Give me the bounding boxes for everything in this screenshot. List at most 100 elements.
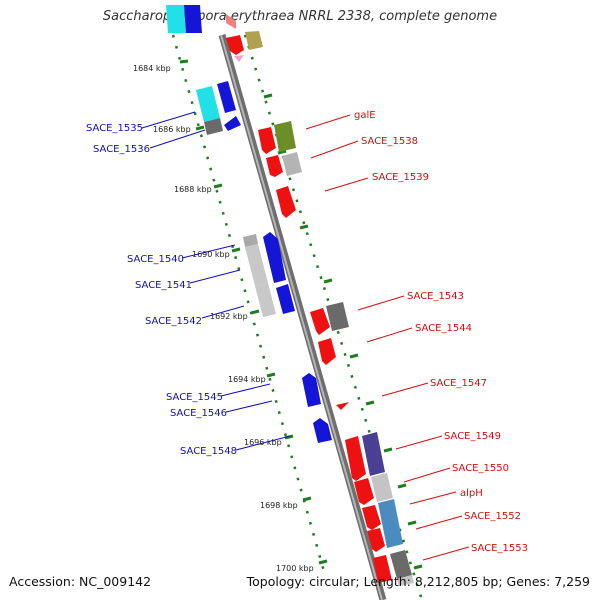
reverse-label-leaders — [141, 111, 291, 451]
gene-glyph — [276, 186, 296, 218]
gene-glyph — [255, 283, 276, 317]
ruler-tick — [349, 353, 359, 359]
leader-line — [305, 114, 351, 130]
leader-line — [181, 244, 236, 259]
ruler-label: 1686 kbp — [153, 125, 191, 134]
ruler-tick — [250, 309, 260, 315]
ruler-label: 1700 kbp — [276, 564, 314, 573]
ruler-tick — [365, 400, 375, 406]
gene-label: alpH — [460, 488, 483, 499]
gene-glyph — [336, 402, 349, 410]
ruler-tick — [318, 559, 328, 565]
leader-line — [324, 177, 369, 192]
leader-line — [395, 435, 443, 450]
reverse-gene-labels: SACE_1535 SACE_1536 SACE_1540 SACE_1541 … — [86, 123, 237, 457]
ruler-tick — [407, 520, 417, 526]
leader-line — [189, 269, 241, 284]
ruler-tick — [397, 483, 407, 489]
ruler-label: 1690 kbp — [192, 250, 230, 259]
ruler-tick — [179, 59, 189, 64]
gene-label: SACE_1541 — [135, 280, 192, 291]
ruler-ticks — [179, 59, 423, 570]
gene-glyph — [184, 5, 202, 33]
gene-glyph — [371, 473, 393, 502]
gene-glyph — [282, 152, 302, 176]
gene-glyph — [345, 436, 366, 481]
gene-glyph — [226, 14, 236, 29]
ruler-tick — [302, 496, 312, 502]
gene-glyph — [224, 116, 241, 131]
gene-glyph — [245, 244, 268, 286]
leader-line — [381, 382, 429, 397]
genome-summary: Topology: circular; Length: 8,212,805 bp… — [246, 574, 590, 589]
gene-glyph — [266, 155, 283, 177]
leader-line — [366, 327, 413, 343]
gene-glyph — [362, 432, 385, 476]
gene-glyph — [166, 5, 186, 33]
gene-label: SACE_1549 — [444, 431, 501, 442]
gene-glyph — [313, 418, 332, 443]
ruler-tick — [383, 447, 393, 453]
ruler-tick — [213, 183, 223, 189]
gene-label: SACE_1544 — [415, 323, 472, 334]
ruler-label: 1692 kbp — [210, 312, 248, 321]
ruler-tick — [277, 149, 287, 155]
ruler-tick — [263, 93, 273, 99]
leader-line — [403, 467, 451, 483]
ruler-tick — [195, 125, 205, 131]
leader-line — [149, 129, 206, 149]
ruler-label: 1698 kbp — [260, 501, 298, 510]
gene-glyph — [397, 575, 414, 586]
reverse-strand-genes — [166, 5, 332, 443]
gene-glyph — [362, 505, 381, 530]
gene-label: SACE_1535 — [86, 123, 143, 134]
gene-label: SACE_1542 — [145, 316, 202, 327]
gene-glyph — [318, 338, 336, 365]
leader-line — [422, 546, 470, 561]
forward-gene-labels: galE SACE_1538 SACE_1539 SACE_1543 SACE_… — [354, 110, 528, 554]
gene-glyph — [378, 499, 403, 548]
genome-backbone-highlight — [220, 34, 383, 600]
gene-glyph — [226, 35, 244, 55]
gene-label: SACE_1546 — [170, 408, 227, 419]
gene-glyph — [217, 81, 236, 113]
gene-glyph — [234, 55, 244, 62]
ruler-tick — [231, 247, 241, 253]
gene-label: SACE_1553 — [471, 543, 528, 554]
ruler-tick — [323, 278, 333, 284]
gene-glyph — [354, 478, 374, 505]
gene-glyph — [243, 234, 258, 247]
ruler-label: 1684 kbp — [133, 64, 171, 73]
ruler-labels: 1684 kbp 1686 kbp 1688 kbp 1690 kbp 1692… — [133, 64, 314, 573]
ruler-tick — [266, 372, 276, 378]
leader-line — [235, 435, 291, 451]
gene-glyph — [326, 302, 349, 331]
ruler-label: 1696 kbp — [244, 438, 282, 447]
leader-line — [310, 140, 359, 159]
gene-label: SACE_1540 — [127, 254, 184, 265]
leader-line — [409, 491, 457, 505]
gene-label: SACE_1552 — [464, 511, 521, 522]
gene-label: SACE_1547 — [430, 378, 487, 389]
gene-glyph — [196, 86, 220, 122]
leader-line — [220, 383, 271, 397]
leader-line — [201, 305, 245, 319]
gene-label: galE — [354, 110, 376, 121]
gene-glyph — [263, 232, 286, 283]
gene-glyph — [204, 118, 223, 135]
gene-glyph — [373, 555, 392, 583]
reverse-track-outer-edge — [171, 34, 327, 576]
ruler-label: 1694 kbp — [228, 375, 266, 384]
gene-glyph — [367, 528, 385, 552]
gene-label: SACE_1536 — [93, 144, 150, 155]
gene-glyph — [276, 284, 295, 314]
gene-glyph — [245, 31, 263, 50]
gene-label: SACE_1550 — [452, 463, 509, 474]
gene-label: SACE_1543 — [407, 291, 464, 302]
gene-glyph — [258, 127, 276, 154]
gene-glyph — [310, 308, 330, 335]
leader-line — [357, 295, 405, 311]
leader-line — [225, 400, 273, 413]
leader-line — [415, 515, 463, 530]
